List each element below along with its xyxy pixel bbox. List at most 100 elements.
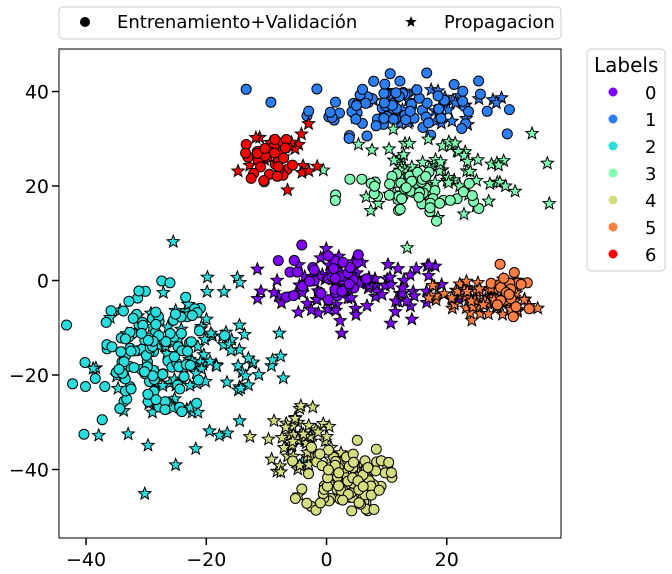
point-star-label-2 <box>155 377 171 393</box>
point-circle-label-6 <box>287 159 298 171</box>
point-circle-label-3 <box>434 197 446 209</box>
point-circle-label-1 <box>343 132 355 144</box>
point-star-label-6 <box>230 163 246 178</box>
point-star-label-6 <box>301 163 317 178</box>
point-circle-label-3 <box>431 215 442 227</box>
point-star-label-4 <box>260 431 276 446</box>
y-tick-label: 40 <box>25 82 49 104</box>
point-star-label-5 <box>475 297 491 312</box>
point-star-label-3 <box>370 195 386 210</box>
point-star-label-1 <box>488 95 504 110</box>
point-circle-label-6 <box>240 147 252 159</box>
point-circle-label-0 <box>315 287 327 299</box>
point-star-label-3 <box>420 131 436 146</box>
point-star-label-4 <box>333 445 349 460</box>
point-star-label-2 <box>188 440 204 456</box>
point-circle-label-2 <box>105 305 117 317</box>
point-circle-label-2 <box>150 394 162 406</box>
point-circle-label-1 <box>330 96 341 108</box>
point-circle-label-1 <box>311 83 323 95</box>
point-circle-label-2 <box>106 341 118 353</box>
point-star-label-2 <box>165 233 181 249</box>
point-star-label-2 <box>273 348 289 363</box>
point-star-label-0 <box>290 304 306 319</box>
legend-color-swatch-2 <box>608 141 618 151</box>
point-star-label-6 <box>301 115 317 131</box>
point-star-label-4 <box>274 429 290 445</box>
point-circle-label-1 <box>384 68 396 80</box>
point-circle-label-4 <box>362 462 374 473</box>
point-circle-label-5 <box>523 303 535 315</box>
point-circle-label-0 <box>304 275 316 287</box>
point-circle-label-2 <box>184 359 196 371</box>
point-star-label-3 <box>468 172 484 187</box>
point-star-label-4 <box>287 410 303 425</box>
point-circle-label-6 <box>258 175 270 187</box>
point-circle-label-4 <box>305 441 317 453</box>
point-star-label-3 <box>497 178 513 193</box>
point-circle-label-1 <box>361 130 373 142</box>
point-circle-label-6 <box>259 142 271 154</box>
point-circle-label-1 <box>394 75 406 87</box>
point-star-label-2 <box>198 311 214 326</box>
point-circle-label-1 <box>390 87 402 99</box>
point-star-label-3 <box>524 125 540 140</box>
point-star-label-3 <box>539 155 555 170</box>
point-star-label-0 <box>266 284 282 299</box>
point-circle-label-5 <box>494 258 506 270</box>
point-star-label-3 <box>481 193 497 208</box>
point-star-label-3 <box>482 175 498 191</box>
point-circle-label-1 <box>421 67 433 79</box>
point-circle-label-1 <box>360 97 372 109</box>
point-circle-label-0 <box>308 264 320 276</box>
legend-color-label-5: 5 <box>645 218 656 239</box>
legend-color-label-1: 1 <box>645 110 656 131</box>
point-star-label-2 <box>155 284 171 300</box>
point-circle-label-3 <box>413 191 425 203</box>
point-circle-label-2 <box>128 362 140 374</box>
point-circle-label-1 <box>400 114 412 126</box>
point-circle-label-3 <box>444 194 456 206</box>
point-star-label-2 <box>265 352 281 367</box>
point-circle-label-2 <box>157 368 169 380</box>
point-circle-label-1 <box>448 79 460 90</box>
point-circle-label-2 <box>175 327 187 339</box>
y-tick-label: −40 <box>9 459 49 481</box>
point-circle-label-1 <box>265 96 277 108</box>
point-circle-label-1 <box>324 106 336 118</box>
point-star-label-0 <box>249 261 265 276</box>
point-star-label-4 <box>310 424 326 439</box>
point-star-label-3 <box>415 154 431 169</box>
legend-color-swatch-0 <box>608 87 618 97</box>
point-circle-label-6 <box>255 161 267 173</box>
point-circle-label-4 <box>357 481 369 492</box>
point-circle-label-4 <box>351 434 363 446</box>
point-circle-label-2 <box>176 406 188 418</box>
point-star-label-3 <box>462 163 478 178</box>
point-star-label-6 <box>309 158 325 173</box>
point-circle-label-6 <box>279 142 291 154</box>
point-circle-label-2 <box>193 325 205 337</box>
point-star-label-2 <box>140 437 156 452</box>
legend-color-label-2: 2 <box>645 137 656 158</box>
point-circle-label-2 <box>78 428 90 440</box>
point-star-label-0 <box>395 280 411 295</box>
point-circle-label-5 <box>510 301 522 313</box>
legend-color-swatch-1 <box>608 114 618 124</box>
point-circle-label-2 <box>120 333 131 345</box>
point-circle-label-2 <box>170 308 181 320</box>
point-circle-label-2 <box>79 357 91 368</box>
point-star-label-2 <box>237 326 253 341</box>
point-star-label-0 <box>421 257 437 272</box>
point-circle-label-4 <box>314 448 326 460</box>
point-star-label-5 <box>516 292 532 307</box>
point-circle-label-1 <box>432 90 444 102</box>
point-circle-label-6 <box>245 172 257 184</box>
point-circle-label-0 <box>296 239 308 251</box>
point-circle-label-4 <box>368 503 380 515</box>
legend-color-swatch-5 <box>608 222 618 232</box>
point-star-label-2 <box>230 357 246 373</box>
legend-color-label-0: 0 <box>645 83 656 104</box>
point-star-label-0 <box>382 269 398 284</box>
point-star-label-0 <box>328 302 344 317</box>
